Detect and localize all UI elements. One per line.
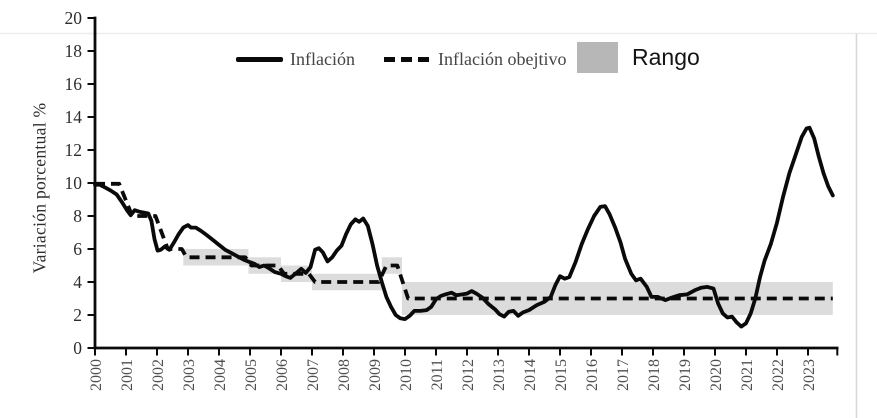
y-tick-label: 6 <box>73 239 82 259</box>
x-tick-label: 2023 <box>801 359 818 391</box>
objetivo-line <box>95 181 833 301</box>
x-tick-label: 2017 <box>615 359 632 391</box>
x-tick-label: 2016 <box>584 359 601 391</box>
x-tick-label: 2014 <box>522 359 539 391</box>
y-tick-label: 0 <box>73 338 82 358</box>
x-tick-label: 2001 <box>119 359 136 391</box>
legend-label-inflacion: Inflación <box>290 49 355 69</box>
objetivo-dashed-swatch <box>384 57 429 62</box>
inflacion-line-swatch <box>236 57 283 62</box>
rango-band-segment <box>401 282 833 315</box>
x-tick-label: 2015 <box>553 359 570 391</box>
inflacion-line <box>93 125 835 329</box>
rango-box-swatch <box>577 42 618 73</box>
y-tick-label: 16 <box>65 74 83 94</box>
x-tick-label: 2018 <box>646 359 663 391</box>
x-tick-label: 2020 <box>708 359 725 391</box>
x-tick-label: 2005 <box>243 359 260 391</box>
x-tick-label: 2010 <box>398 359 415 391</box>
y-tick-label: 8 <box>73 206 82 226</box>
x-tick-label: 2007 <box>305 359 322 391</box>
y-tick-label: 14 <box>65 107 83 127</box>
x-tick-label: 2009 <box>367 359 384 391</box>
y-tick-label: 10 <box>65 173 83 193</box>
legend-label-rango: Rango <box>632 44 700 70</box>
y-axis-title: Variación porcentual % <box>29 102 50 274</box>
y-tick-label: 18 <box>65 41 83 61</box>
legend-item-inflacion: Inflación <box>236 44 355 75</box>
y-tick-label: 20 <box>65 8 83 28</box>
legend-label-objetivo: Inflación obejtivo <box>438 49 567 69</box>
y-tick-label: 4 <box>73 272 82 292</box>
x-tick-label: 2019 <box>677 359 694 391</box>
x-tick-label: 2013 <box>491 359 508 391</box>
x-tick-label: 2000 <box>88 359 105 391</box>
x-tick-label: 2022 <box>770 359 787 391</box>
x-tick-label: 2002 <box>150 359 167 391</box>
y-tick-label: 12 <box>65 140 83 160</box>
x-tick-label: 2006 <box>274 359 291 391</box>
x-tick-label: 2003 <box>181 359 198 391</box>
x-tick-label: 2021 <box>739 359 756 391</box>
x-tick-label: 2004 <box>212 359 229 391</box>
y-tick-label: 2 <box>73 305 82 325</box>
x-tick-label: 2012 <box>460 359 477 391</box>
legend-item-objetivo: Inflación obejtivo <box>384 44 566 75</box>
x-tick-label: 2008 <box>336 359 353 391</box>
x-tick-label: 2011 <box>429 359 446 390</box>
legend-item-rango: Rango <box>577 42 700 73</box>
